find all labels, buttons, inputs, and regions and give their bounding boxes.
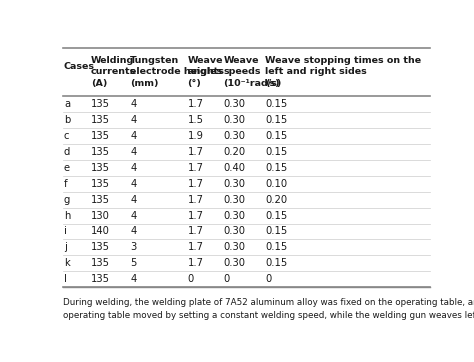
Text: 1.7: 1.7	[187, 147, 203, 157]
Text: 0.15: 0.15	[265, 163, 287, 173]
Text: 0.30: 0.30	[223, 131, 246, 141]
Text: i: i	[64, 227, 67, 236]
Text: 1.7: 1.7	[187, 99, 203, 109]
Text: 0.30: 0.30	[223, 115, 246, 125]
Text: 135: 135	[91, 147, 110, 157]
Text: 1.7: 1.7	[187, 258, 203, 268]
Text: 1.7: 1.7	[187, 227, 203, 236]
Text: k: k	[64, 258, 70, 268]
Text: l: l	[64, 274, 67, 284]
Text: 0.15: 0.15	[265, 227, 287, 236]
Text: 0.10: 0.10	[265, 179, 287, 189]
Text: 0.15: 0.15	[265, 115, 287, 125]
Text: h: h	[64, 211, 70, 220]
Text: 4: 4	[130, 147, 137, 157]
Text: Cases: Cases	[64, 62, 95, 71]
Text: 4: 4	[130, 179, 137, 189]
Text: 0.15: 0.15	[265, 242, 287, 252]
Text: 0.15: 0.15	[265, 147, 287, 157]
Text: Weave
angles: Weave angles	[187, 56, 223, 76]
Text: 1.7: 1.7	[187, 195, 203, 205]
Text: (10⁻¹rad/s): (10⁻¹rad/s)	[223, 79, 282, 88]
Text: 4: 4	[130, 195, 137, 205]
Text: 0.20: 0.20	[223, 147, 246, 157]
Text: 135: 135	[91, 131, 110, 141]
Text: 0.30: 0.30	[223, 227, 246, 236]
Text: 1.7: 1.7	[187, 242, 203, 252]
Text: 130: 130	[91, 211, 110, 220]
Text: 4: 4	[130, 274, 137, 284]
Text: 0.20: 0.20	[265, 195, 287, 205]
Text: f: f	[64, 179, 68, 189]
Text: Tungsten
electrode heights: Tungsten electrode heights	[130, 56, 224, 76]
Text: j: j	[64, 242, 67, 252]
Text: 0: 0	[223, 274, 230, 284]
Text: 135: 135	[91, 163, 110, 173]
Text: 135: 135	[91, 258, 110, 268]
Text: 4: 4	[130, 211, 137, 220]
Text: 1.7: 1.7	[187, 211, 203, 220]
Text: 0: 0	[187, 274, 194, 284]
Text: 0.15: 0.15	[265, 99, 287, 109]
Text: 5: 5	[130, 258, 137, 268]
Text: 0.15: 0.15	[265, 131, 287, 141]
Text: 0.30: 0.30	[223, 179, 246, 189]
Text: a: a	[64, 99, 70, 109]
Text: 0.30: 0.30	[223, 211, 246, 220]
Text: 140: 140	[91, 227, 110, 236]
Text: 0: 0	[265, 274, 271, 284]
Text: Weave stopping times on the
left and right sides: Weave stopping times on the left and rig…	[265, 56, 421, 76]
Text: g: g	[64, 195, 70, 205]
Text: c: c	[64, 131, 70, 141]
Text: 135: 135	[91, 242, 110, 252]
Text: 1.7: 1.7	[187, 163, 203, 173]
Text: b: b	[64, 115, 70, 125]
Text: 0.30: 0.30	[223, 99, 246, 109]
Text: 135: 135	[91, 195, 110, 205]
Text: Welding
currents: Welding currents	[91, 56, 136, 76]
Text: 0.30: 0.30	[223, 195, 246, 205]
Text: (A): (A)	[91, 79, 107, 88]
Text: 0.15: 0.15	[265, 211, 287, 220]
Text: 1.7: 1.7	[187, 179, 203, 189]
Text: 0.30: 0.30	[223, 258, 246, 268]
Text: 0.30: 0.30	[223, 242, 246, 252]
Text: 1.5: 1.5	[187, 115, 203, 125]
Text: 4: 4	[130, 131, 137, 141]
Text: 1.9: 1.9	[187, 131, 203, 141]
Text: Weave
speeds: Weave speeds	[223, 56, 261, 76]
Text: (s): (s)	[265, 79, 280, 88]
Text: e: e	[64, 163, 70, 173]
Text: 4: 4	[130, 115, 137, 125]
Text: (mm): (mm)	[130, 79, 159, 88]
Text: 135: 135	[91, 274, 110, 284]
Text: During welding, the welding plate of 7A52 aluminum alloy was fixed on the operat: During welding, the welding plate of 7A5…	[63, 298, 474, 320]
Text: 135: 135	[91, 179, 110, 189]
Text: 0.40: 0.40	[223, 163, 246, 173]
Text: 4: 4	[130, 227, 137, 236]
Text: (°): (°)	[187, 79, 201, 88]
Text: 135: 135	[91, 99, 110, 109]
Text: 4: 4	[130, 99, 137, 109]
Text: 135: 135	[91, 115, 110, 125]
Text: 3: 3	[130, 242, 137, 252]
Text: 4: 4	[130, 163, 137, 173]
Text: 0.15: 0.15	[265, 258, 287, 268]
Text: d: d	[64, 147, 70, 157]
